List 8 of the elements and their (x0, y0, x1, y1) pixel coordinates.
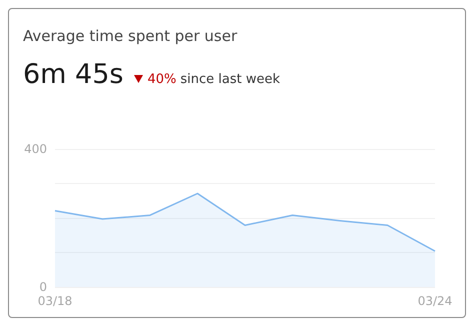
text: since last week (180, 72, 280, 87)
chart-title: Average time spent per user (23, 27, 238, 45)
y-tick-label: 0 (39, 280, 47, 294)
x-tick-label: 03/18 (38, 294, 72, 308)
chart-subtitle: 6m 45s (23, 59, 124, 90)
x-tick-label: 03/24 (418, 294, 452, 308)
text: 40% (148, 72, 176, 87)
y-tick-label: 400 (24, 142, 47, 156)
